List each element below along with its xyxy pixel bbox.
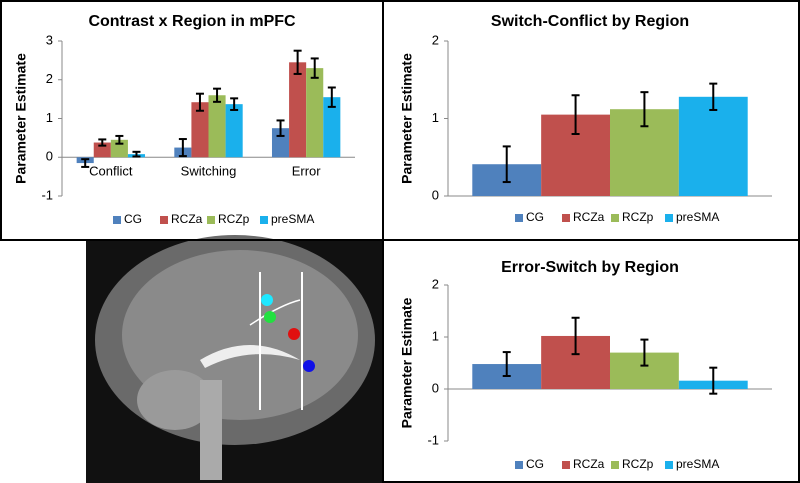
bar bbox=[678, 96, 748, 196]
y-tick-label: 2 bbox=[432, 276, 439, 291]
error-bar bbox=[132, 150, 141, 158]
error-bar bbox=[310, 57, 319, 79]
bar bbox=[110, 139, 128, 158]
legend-swatch bbox=[160, 216, 168, 224]
error-bar bbox=[293, 49, 302, 75]
y-axis-label: Parameter Estimate bbox=[399, 297, 415, 428]
error-bar bbox=[502, 145, 511, 184]
legend-swatch bbox=[665, 214, 673, 222]
legend-label: CG bbox=[526, 210, 544, 224]
y-tick-label: 1 bbox=[46, 110, 53, 125]
chart-title: Switch-Conflict by Region bbox=[491, 13, 689, 30]
error-bar bbox=[98, 138, 107, 147]
bar bbox=[271, 128, 290, 158]
bar bbox=[208, 95, 226, 158]
error-bar bbox=[709, 82, 718, 111]
legend-swatch bbox=[611, 214, 619, 222]
bar bbox=[289, 62, 307, 158]
error-bar bbox=[571, 94, 580, 135]
x-tick-label: Conflict bbox=[89, 164, 133, 179]
legend-swatch bbox=[515, 214, 523, 222]
legend-swatch bbox=[515, 461, 523, 469]
legend-label: RCZp bbox=[218, 212, 250, 226]
cerebellum bbox=[137, 370, 213, 430]
y-tick-label: 1 bbox=[432, 110, 439, 125]
roi-dot bbox=[303, 360, 315, 372]
y-tick-label: -1 bbox=[427, 432, 439, 447]
error-bar bbox=[178, 138, 187, 158]
error-bar bbox=[213, 87, 222, 103]
legend-label: RCZa bbox=[573, 210, 605, 224]
legend-swatch bbox=[260, 216, 268, 224]
error-bar bbox=[709, 366, 718, 395]
legend-label: preSMA bbox=[676, 457, 719, 471]
y-tick-label: 0 bbox=[432, 187, 439, 202]
y-tick-label: 0 bbox=[46, 149, 53, 164]
error-bar bbox=[327, 86, 336, 108]
panel-border bbox=[382, 239, 800, 483]
y-tick-label: 1 bbox=[432, 328, 439, 343]
y-tick-label: 2 bbox=[432, 32, 439, 47]
x-tick-label: Error bbox=[292, 164, 322, 179]
legend-swatch bbox=[562, 214, 570, 222]
error-bar bbox=[640, 91, 649, 128]
legend-swatch bbox=[665, 461, 673, 469]
error-bar bbox=[276, 119, 285, 137]
legend-label: preSMA bbox=[676, 210, 719, 224]
y-tick-label: 0 bbox=[432, 380, 439, 395]
roi-dot bbox=[264, 311, 276, 323]
y-tick-label: 2 bbox=[46, 71, 53, 86]
error-bar bbox=[81, 158, 90, 168]
legend-swatch bbox=[562, 461, 570, 469]
bar bbox=[225, 104, 243, 158]
y-axis-label: Parameter Estimate bbox=[399, 53, 415, 184]
chart-title: Contrast x Region in mPFC bbox=[88, 13, 296, 30]
corpus-callosum bbox=[200, 345, 300, 368]
bar bbox=[93, 142, 111, 158]
x-tick-label: Switching bbox=[181, 164, 237, 179]
bar bbox=[191, 102, 209, 158]
y-tick-label: 3 bbox=[46, 32, 53, 47]
legend-label: RCZa bbox=[573, 457, 605, 471]
error-bar bbox=[571, 316, 580, 356]
legend-label: RCZp bbox=[622, 210, 654, 224]
legend-label: RCZa bbox=[171, 212, 203, 226]
guide-curve bbox=[249, 299, 301, 326]
legend-label: RCZp bbox=[622, 457, 654, 471]
bar bbox=[306, 68, 324, 158]
error-bar bbox=[640, 338, 649, 367]
error-bar bbox=[502, 351, 511, 377]
legend-swatch bbox=[113, 216, 121, 224]
roi-dot bbox=[288, 328, 300, 340]
brain-image bbox=[86, 235, 383, 483]
legend-label: preSMA bbox=[271, 212, 314, 226]
roi-dot bbox=[261, 294, 273, 306]
y-axis-label: Parameter Estimate bbox=[13, 53, 29, 184]
error-bar bbox=[230, 97, 239, 111]
legend-label: CG bbox=[124, 212, 142, 226]
y-tick-label: -1 bbox=[41, 187, 53, 202]
legend-swatch bbox=[207, 216, 215, 224]
error-bar bbox=[195, 92, 204, 112]
error-bar bbox=[115, 134, 124, 145]
bar bbox=[323, 97, 341, 158]
brainstem bbox=[200, 380, 222, 480]
legend-swatch bbox=[611, 461, 619, 469]
chart-title: Error-Switch by Region bbox=[501, 259, 679, 276]
legend-label: CG bbox=[526, 457, 544, 471]
